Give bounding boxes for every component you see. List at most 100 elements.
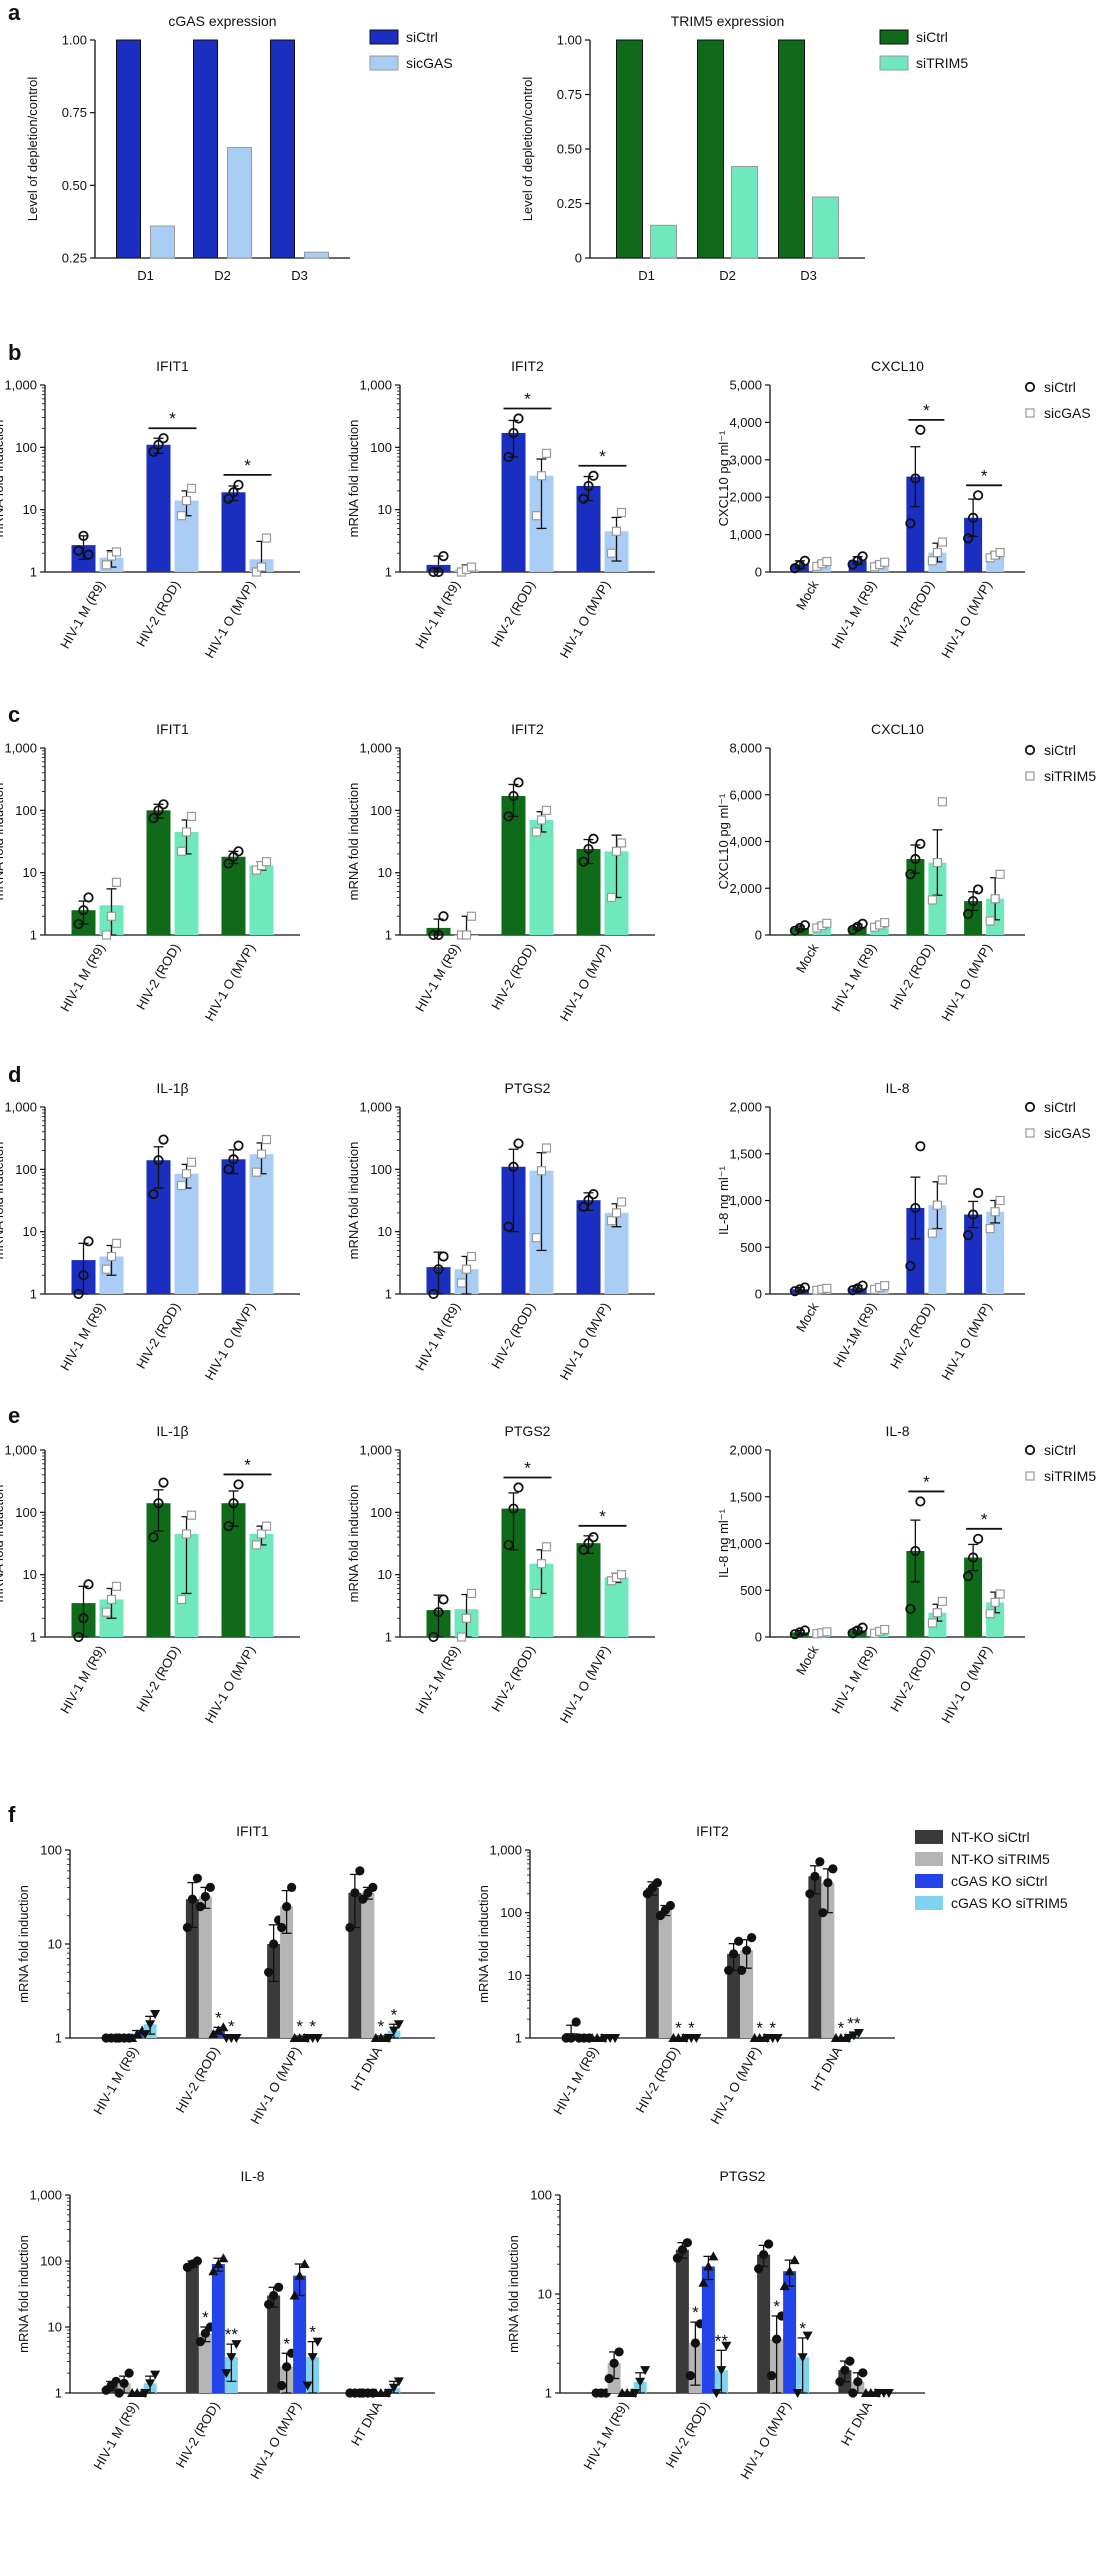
data-point	[857, 918, 868, 929]
bar	[221, 1159, 246, 1294]
data-point	[995, 869, 1005, 879]
data-point	[759, 2250, 769, 2260]
x-tick-label: HIV-2 (ROD)	[663, 2399, 713, 2470]
y-tick-label: 2,000	[729, 881, 762, 896]
data-point	[932, 857, 942, 868]
data-point	[433, 566, 444, 578]
bar	[701, 2266, 715, 2393]
x-tick-label: HIV-1 O (MVP)	[557, 1300, 613, 1383]
chart-title: IL-8	[240, 2168, 264, 2184]
data-point	[822, 1627, 832, 1637]
x-tick-label: D1	[638, 268, 655, 283]
data-point	[1024, 381, 1036, 393]
data-point	[858, 2368, 868, 2378]
data-point	[729, 1949, 739, 1959]
data-point	[438, 1251, 449, 1262]
data-point	[145, 2379, 156, 2389]
x-tick-label: Mock	[793, 1643, 822, 1678]
x-tick-label: HIV-1 O (MVP)	[938, 941, 994, 1024]
data-point	[995, 547, 1005, 558]
bar	[193, 39, 218, 259]
data-point	[794, 1284, 805, 1295]
data-point	[127, 2033, 138, 2042]
bar	[529, 819, 554, 935]
y-tick-label: 10	[378, 865, 392, 880]
data-point	[83, 892, 94, 903]
x-tick-label: HIV-1 M (R9)	[57, 1643, 108, 1716]
chart-title: IFIT2	[696, 1823, 729, 1839]
data-point	[148, 1189, 159, 1200]
data-point	[124, 2368, 134, 2378]
x-tick-label: HIV-1 M (R9)	[57, 578, 108, 651]
data-point	[176, 1594, 187, 1605]
x-tick-label: D3	[291, 268, 308, 283]
significance-star: *	[524, 390, 531, 409]
legend: siCtrl siTRIM5	[1024, 742, 1096, 784]
data-point	[857, 551, 868, 562]
data-point	[461, 1613, 472, 1623]
data-point	[789, 925, 800, 936]
data-point	[461, 1264, 472, 1274]
y-axis-label: mRNA fold induction	[16, 2235, 31, 2353]
data-point	[852, 921, 863, 932]
significance-star: *	[756, 2018, 763, 2037]
chart-title: IL-8	[885, 1423, 909, 1439]
panel-label: e	[8, 1403, 20, 1428]
data-point	[578, 1544, 589, 1555]
y-axis-label: Level of depletion/control	[25, 77, 40, 222]
data-point	[852, 1625, 863, 1636]
data-point	[176, 1180, 187, 1191]
y-tick-label: 5,000	[729, 378, 762, 393]
bar	[783, 2271, 797, 2393]
data-point	[905, 1603, 916, 1615]
data-point	[691, 2034, 702, 2043]
y-tick-label: 1,000	[29, 2188, 62, 2203]
data-point	[915, 1496, 926, 1507]
significance-star: *	[688, 2018, 695, 2037]
bar	[964, 1557, 983, 1637]
bar	[249, 1154, 274, 1294]
bar	[146, 810, 171, 935]
data-point	[466, 911, 477, 921]
significance-star: *	[773, 2297, 780, 2316]
y-tick-label: 10	[378, 1567, 392, 1582]
data-point	[186, 1510, 197, 1520]
y-axis-label: mRNA fold induction	[0, 1142, 6, 1260]
data-point	[176, 511, 187, 521]
legend: siCtrl sicGAS	[369, 29, 453, 71]
bar	[731, 165, 758, 259]
data-point	[358, 1894, 368, 1904]
data-point	[466, 1251, 477, 1262]
data-point	[642, 1889, 652, 1899]
data-point	[101, 930, 112, 940]
data-point	[985, 1609, 995, 1619]
bar	[249, 1533, 274, 1637]
y-tick-label: 100	[530, 2188, 552, 2203]
y-tick-label: 1,000	[729, 1193, 762, 1208]
significance-star: *	[838, 2018, 845, 2037]
data-point	[1025, 1128, 1035, 1138]
legend-label: siTRIM5	[916, 55, 968, 71]
data-point	[438, 1594, 449, 1605]
y-axis-label: IL-8 ng ml⁻¹	[716, 1165, 731, 1235]
data-point	[83, 1236, 94, 1247]
data-point	[747, 1933, 757, 1943]
data-point	[963, 908, 974, 920]
data-point	[541, 805, 552, 815]
panel-label: d	[8, 1062, 21, 1087]
data-point	[531, 511, 542, 521]
y-tick-label: 1	[30, 565, 37, 580]
data-point	[737, 1965, 747, 1975]
data-point	[233, 1479, 244, 1490]
data-point	[531, 827, 542, 837]
data-point	[312, 2034, 323, 2043]
x-tick-label: HT DNA	[838, 2399, 875, 2448]
y-tick-label: 0.75	[62, 105, 87, 120]
data-point	[503, 451, 514, 463]
x-tick-label: HIV-1 O (MVP)	[737, 2399, 793, 2482]
x-tick-label: HIV-1 O (MVP)	[202, 941, 258, 1024]
data-point	[233, 846, 244, 857]
y-tick-label: 10	[538, 2287, 552, 2302]
data-point	[968, 896, 979, 907]
bar	[267, 1944, 281, 2038]
